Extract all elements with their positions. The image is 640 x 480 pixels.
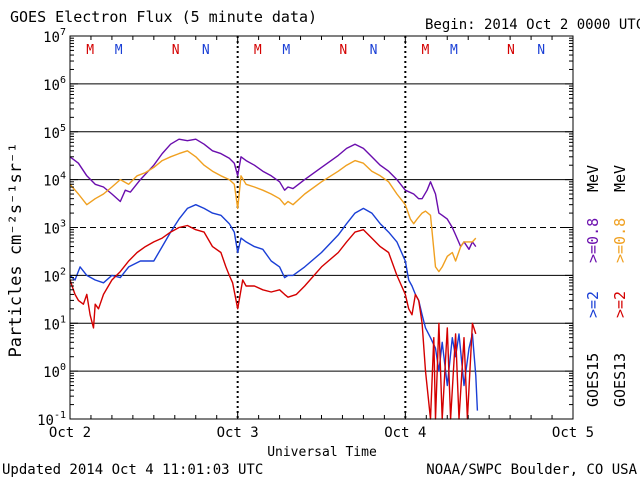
right-series-labels: GOES15 >=2 >=0.8 MeV GOES13 >=2 >=0.8 MeV bbox=[584, 165, 629, 407]
y-axis-ticks: 107 106 105 104 103 102 101 100 10-1 bbox=[37, 27, 573, 429]
mn-marker: N bbox=[339, 43, 347, 58]
y-tick-label: 101 bbox=[43, 314, 66, 333]
mn-marker: N bbox=[370, 43, 378, 58]
mn-marker: N bbox=[172, 43, 180, 58]
mn-marker: M bbox=[450, 43, 458, 58]
x-tick-label: Oct 2 bbox=[49, 425, 91, 441]
mn-marker: M bbox=[422, 43, 430, 58]
right-label: >=0.8 bbox=[584, 218, 602, 263]
mn-marker: N bbox=[537, 43, 545, 58]
x-tick-label: Oct 4 bbox=[384, 425, 426, 441]
mn-marker: N bbox=[507, 43, 515, 58]
right-label: GOES13 bbox=[611, 353, 629, 407]
y-tick-label: 104 bbox=[43, 171, 66, 190]
x-axis-label: Universal Time bbox=[267, 445, 377, 460]
credit-text: NOAA/SWPC Boulder, CO USA bbox=[426, 462, 637, 478]
chart-title: GOES Electron Flux (5 minute data) bbox=[10, 8, 317, 26]
y-tick-label: 102 bbox=[43, 266, 66, 285]
right-label: MeV bbox=[611, 165, 629, 192]
gridlines bbox=[70, 83, 573, 372]
right-label: GOES15 bbox=[584, 353, 602, 407]
series-line-3 bbox=[69, 224, 477, 420]
x-axis-ticks: Oct 2 Oct 3 Oct 4 Oct 5 bbox=[49, 36, 594, 441]
mn-marker: N bbox=[202, 43, 210, 58]
x-tick-label: Oct 5 bbox=[552, 425, 594, 441]
y-tick-label: 10-1 bbox=[37, 410, 66, 429]
series-line-0 bbox=[69, 138, 477, 251]
series-line-1 bbox=[69, 150, 477, 273]
updated-timestamp: Updated 2014 Oct 4 11:01:03 UTC bbox=[2, 462, 263, 478]
x-tick-label: Oct 3 bbox=[217, 425, 259, 441]
day-divider-lines bbox=[236, 36, 407, 419]
y-axis-label: Particles cm⁻²s⁻¹sr⁻¹ bbox=[6, 143, 26, 358]
y-tick-label: 100 bbox=[43, 362, 66, 381]
series-line-2 bbox=[69, 203, 479, 411]
begin-label: Begin: 2014 Oct 2 0000 UTC bbox=[425, 17, 640, 33]
mn-marker: M bbox=[282, 43, 290, 58]
series-group bbox=[69, 138, 479, 420]
right-label: >=2 bbox=[584, 291, 602, 318]
mn-marker: M bbox=[115, 43, 123, 58]
y-tick-label: 103 bbox=[43, 219, 66, 238]
mn-marker: M bbox=[254, 43, 262, 58]
mn-marker: M bbox=[86, 43, 94, 58]
right-label: >=0.8 bbox=[611, 218, 629, 263]
right-label: MeV bbox=[584, 165, 602, 192]
y-tick-label: 105 bbox=[43, 123, 66, 142]
y-tick-label: 107 bbox=[43, 27, 66, 46]
y-tick-label: 106 bbox=[43, 75, 66, 94]
right-label: >=2 bbox=[611, 291, 629, 318]
